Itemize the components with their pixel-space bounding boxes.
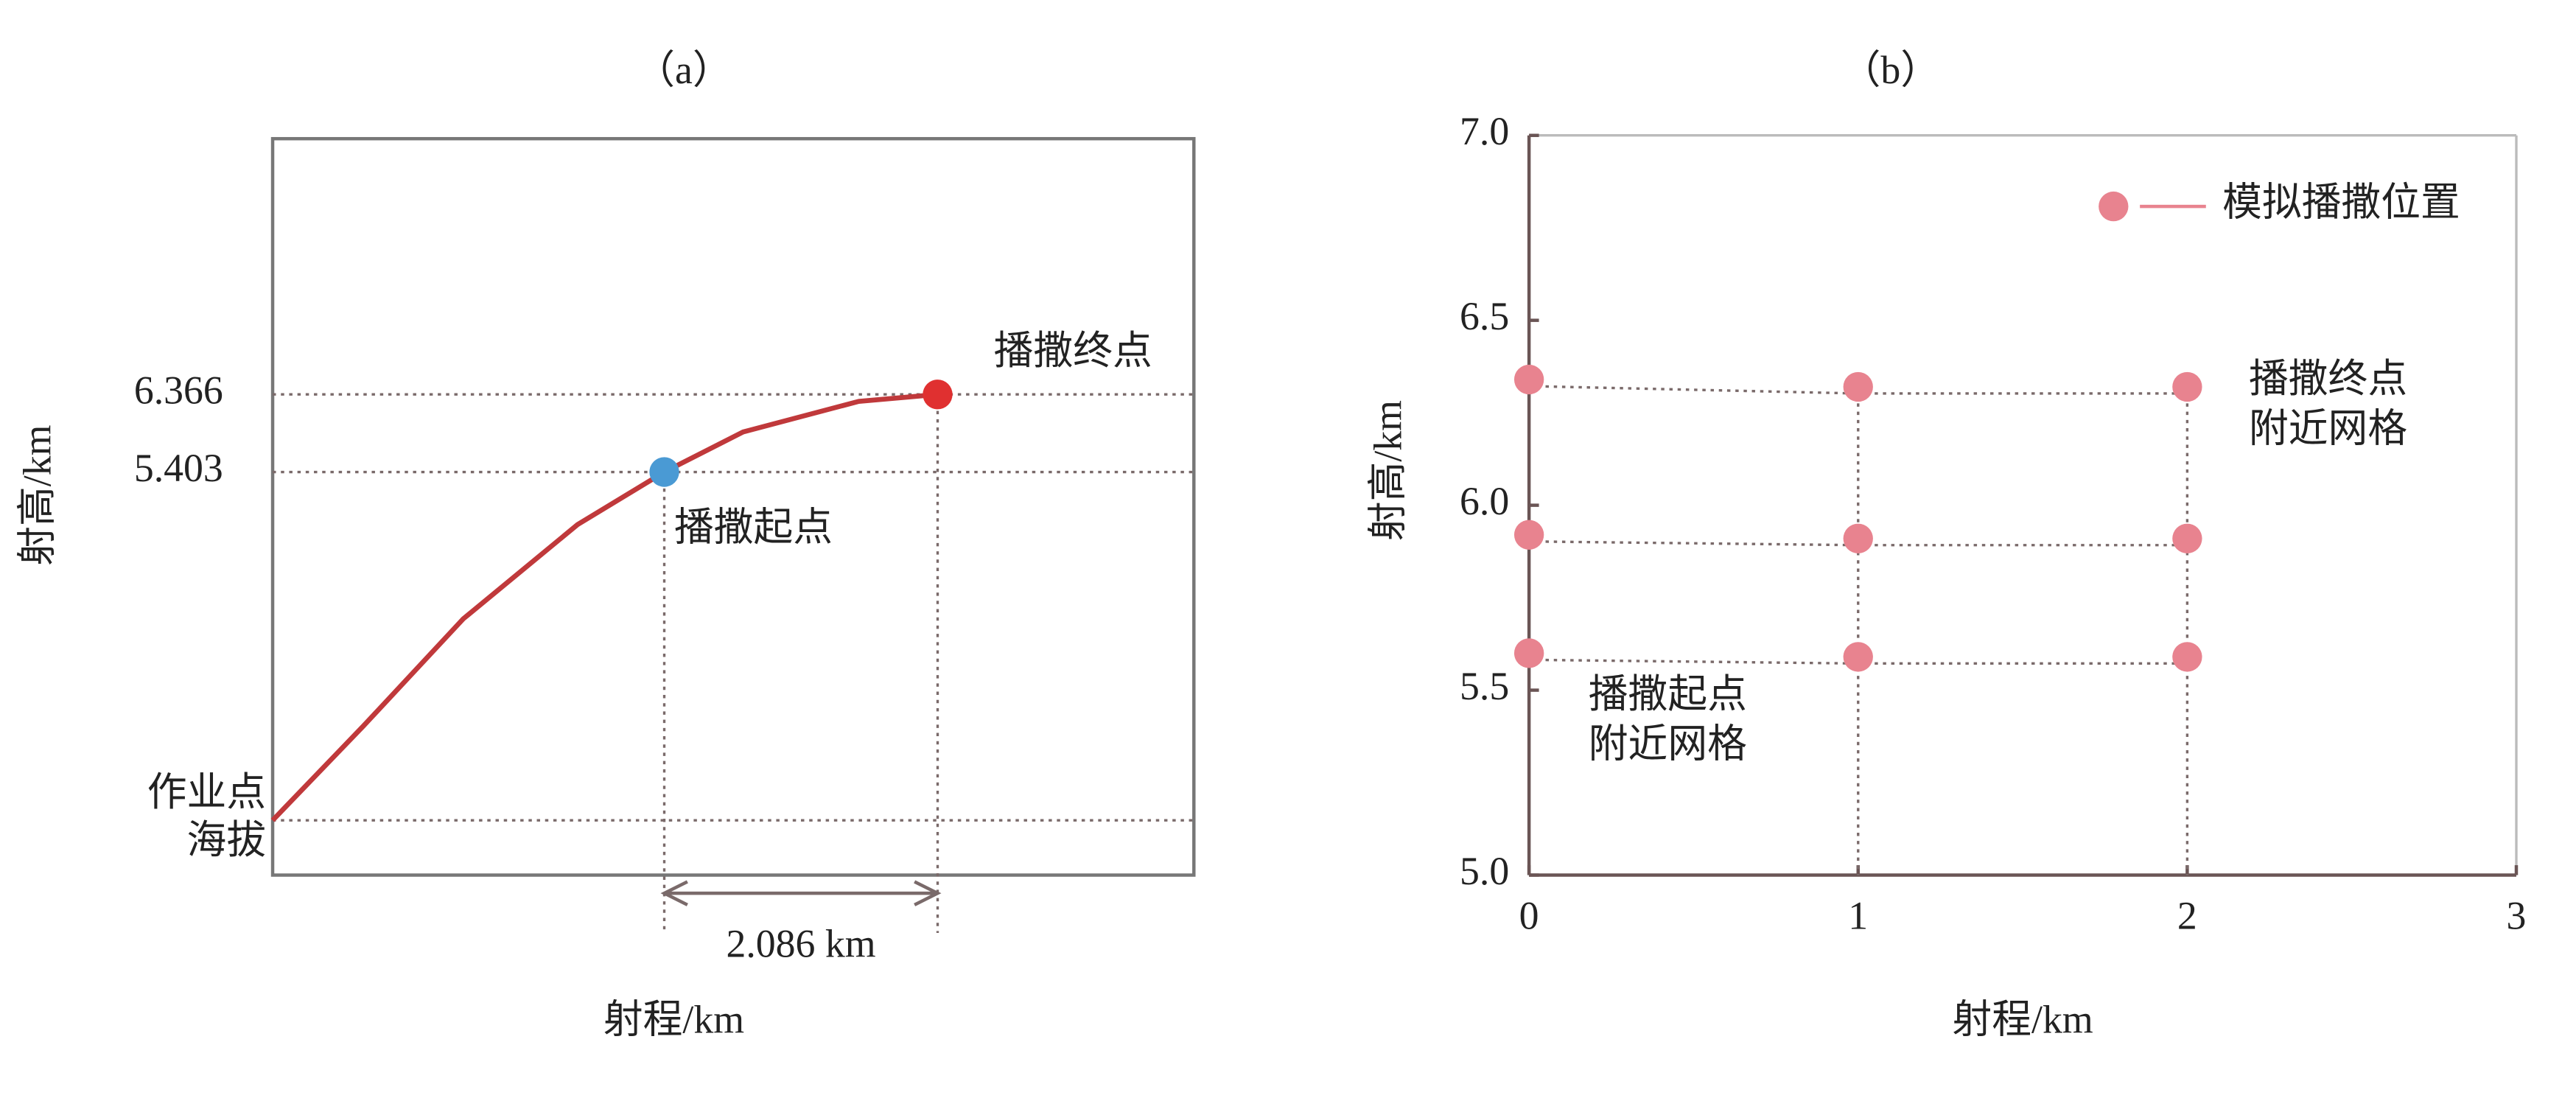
y-tick-label: 5.0 [1460,849,1509,893]
annotation: 播撒终点 [2249,357,2407,401]
y-tick-label: 6.0 [1460,479,1509,523]
scatter-point [1843,642,1873,672]
scatter-point [1843,371,1873,402]
guide-line [1529,385,1858,395]
scatter-point [2172,642,2202,672]
scatter-point [1513,638,1544,668]
guide-line [1529,540,1858,547]
y-axis-label: 射高/km [15,425,60,566]
y-tick-label: 海拔 [187,818,267,862]
x-tick-label: 3 [2507,893,2527,937]
annotation: 附近网格 [1589,721,1747,766]
y-tick-label: 作业点 [147,770,266,814]
scatter-point [1513,364,1544,395]
span-label: 2.086 km [726,921,875,965]
scatter-point [1843,523,1873,553]
chart-title: （a） [635,48,732,92]
chart-title: （b） [1841,48,1940,92]
y-tick-label: 6.366 [134,368,223,413]
annotation: 播撒起点 [1589,672,1747,716]
y-tick-label: 5.5 [1460,664,1509,708]
scatter-point [1513,520,1544,550]
y-axis-label: 射高/km [1366,400,1410,541]
legend-label: 模拟播撒位置 [2222,180,2460,224]
x-axis-label: 射程/km [1952,998,2093,1042]
span-arrow [660,880,942,906]
point-marker [649,457,679,487]
x-tick-label: 1 [1848,893,1868,937]
annotation: 附近网格 [2249,406,2407,450]
point-label: 播撒终点 [994,329,1152,373]
point-label: 播撒起点 [674,506,833,550]
guide-line [1529,658,1858,665]
plot-frame-a [270,136,1196,877]
x-axis-label: 射程/km [603,998,744,1042]
y-tick-label: 5.403 [134,446,223,490]
legend-marker [2099,191,2129,222]
x-tick-label: 0 [1519,893,1539,937]
y-tick-label: 6.5 [1460,294,1509,338]
scatter-point [2172,371,2202,402]
scatter-point [2172,523,2202,553]
trajectory-line [270,391,938,822]
y-tick-label: 7.0 [1460,109,1509,153]
x-tick-label: 2 [2177,893,2197,937]
point-marker [923,380,953,410]
